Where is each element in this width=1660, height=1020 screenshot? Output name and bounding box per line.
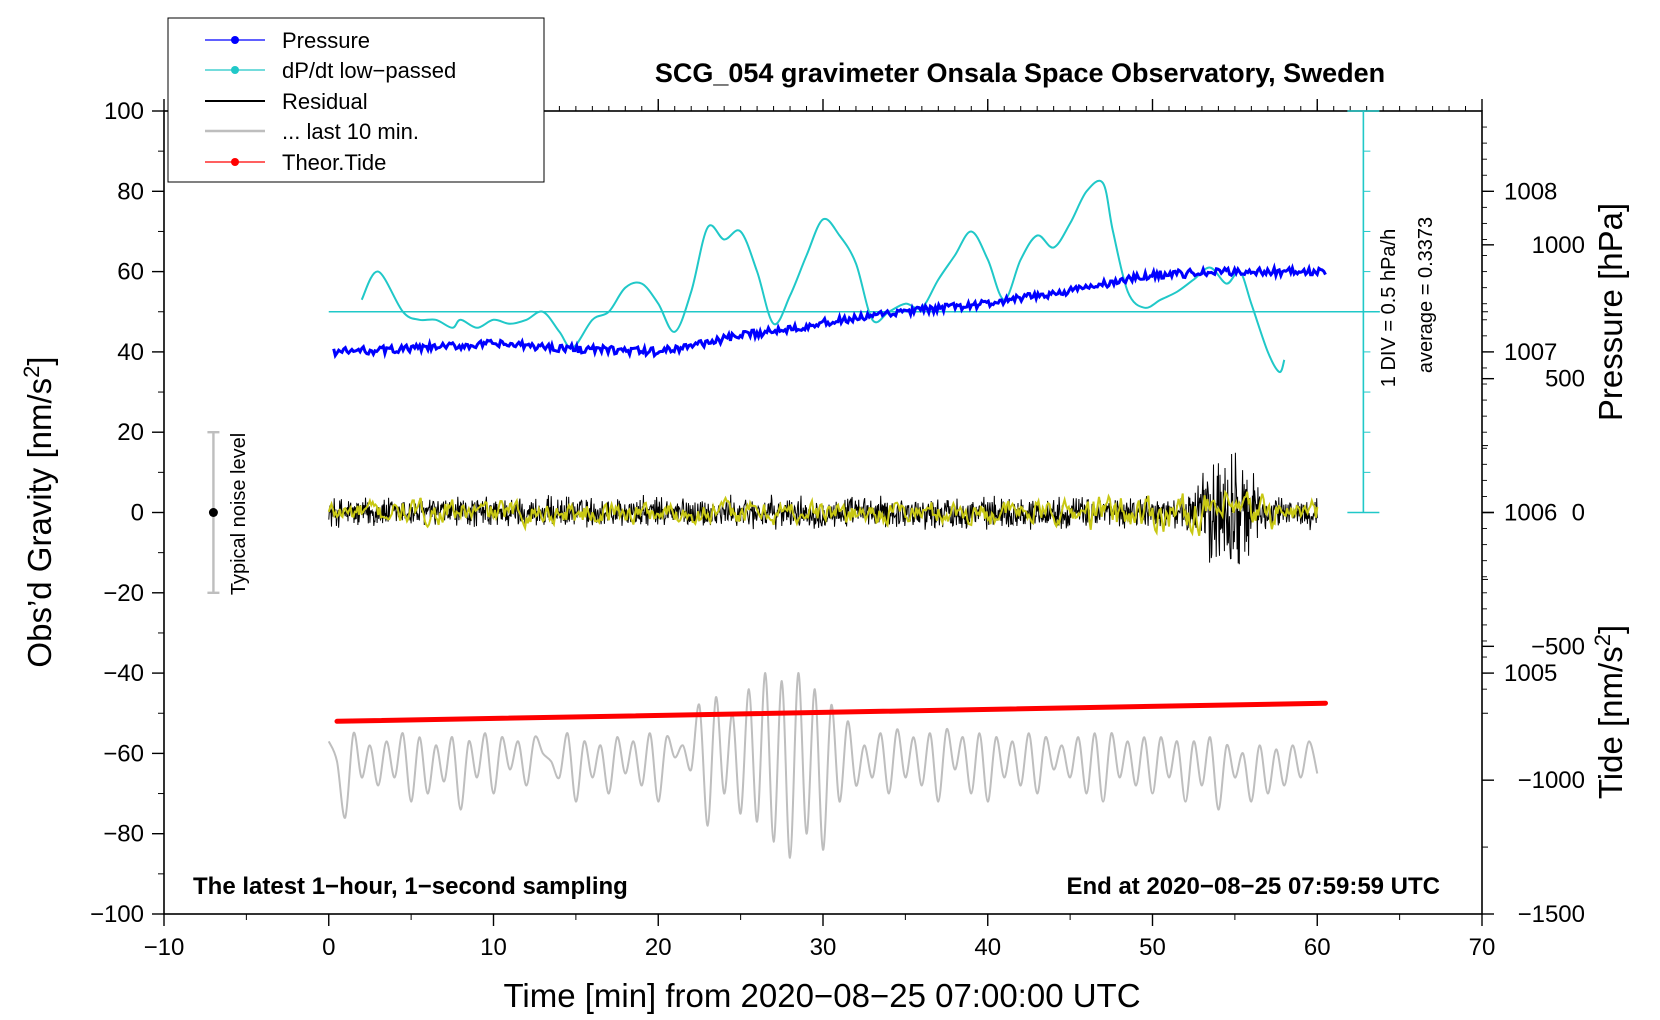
legend-label-last10: ... last 10 min.	[282, 119, 419, 144]
legend-marker-pressure	[231, 36, 239, 44]
x-tick-label: 30	[810, 934, 837, 961]
legend-item-tide: Theor.Tide	[205, 150, 386, 175]
note-left: The latest 1−hour, 1−second sampling	[193, 873, 628, 900]
pressure-tick-label: 1008	[1504, 178, 1557, 205]
legend-marker-dpdt	[231, 66, 239, 74]
series-pressure	[332, 262, 1327, 360]
axis-layer: −10 0 10 20 30 40 50 60 70100806040200−20−40−60−…	[90, 98, 1585, 961]
y-tick-label-left: −60	[103, 740, 144, 767]
tide-tick-label: −1500	[1518, 901, 1585, 928]
series-dpdt	[360, 179, 1286, 374]
y-tick-label-left: 100	[104, 98, 144, 125]
data-layer	[327, 179, 1380, 859]
x-tick-label: 50	[1139, 934, 1166, 961]
series-last10	[327, 672, 1319, 859]
average-label: average = 0.3373	[1415, 217, 1437, 373]
legend-label-residual: Residual	[282, 89, 368, 114]
y-axis-title-tide-main: Tide [nm/s	[1592, 646, 1629, 799]
tide-tick-label: 1000	[1532, 232, 1585, 259]
y-tick-label-left: 20	[117, 419, 144, 446]
y-tick-label-left: −40	[103, 660, 144, 687]
y-axis-title-left-end: ]	[21, 356, 58, 365]
x-tick-label: 20	[645, 934, 672, 961]
pressure-tick-label: 1005	[1504, 660, 1557, 687]
legend-marker-tide	[231, 158, 239, 166]
x-tick-label: −10	[144, 934, 185, 961]
x-tick-label: 0	[322, 934, 335, 961]
noise-label: Typical noise level	[228, 433, 250, 595]
y-axis-title-left: Obs’d Gravity [nm/s2]	[19, 356, 58, 667]
legend-label-pressure: Pressure	[282, 28, 370, 53]
y-axis-title-pressure: Pressure [hPa]	[1592, 203, 1629, 421]
note-right: End at 2020−08−25 07:59:59 UTC	[1066, 873, 1440, 900]
tide-tick-label: −500	[1531, 633, 1585, 660]
chart-title: SCG_054 gravimeter Onsala Space Observat…	[655, 58, 1385, 88]
legend: Pressure dP/dt low−passed Residual ... l…	[167, 17, 545, 183]
series-tide	[334, 700, 1328, 724]
legend-item-residual: Residual	[205, 89, 368, 114]
y-tick-label-left: 80	[117, 178, 144, 205]
x-tick-label: 40	[974, 934, 1001, 961]
y-tick-label-left: −100	[90, 901, 144, 928]
y-axis-title-left-main: Obs’d Gravity [nm/s	[21, 378, 58, 668]
pressure-tick-label: 1007	[1504, 339, 1557, 366]
x-tick-label: 70	[1469, 934, 1496, 961]
legend-item-dpdt: dP/dt low−passed	[205, 58, 456, 83]
y-tick-label-left: 0	[131, 500, 144, 527]
tide-tick-label: 500	[1545, 366, 1585, 393]
div-label: 1 DIV = 0.5 hPa/h	[1378, 229, 1400, 387]
series-residual-smoothed	[327, 489, 1319, 537]
y-axis-title-left-sup: 2	[19, 366, 44, 378]
tide-tick-label: −1000	[1518, 767, 1585, 794]
y-tick-label-left: −20	[103, 580, 144, 607]
x-axis-title: Time [min] from 2020−08−25 07:00:00 UTC	[503, 977, 1140, 1014]
legend-item-pressure: Pressure	[205, 28, 370, 53]
y-axis-title-tide-sup: 2	[1590, 634, 1615, 646]
noise-center-dot	[208, 508, 218, 517]
legend-label-dpdt: dP/dt low−passed	[282, 58, 456, 83]
y-tick-label-left: −80	[103, 821, 144, 848]
y-tick-label-left: 60	[117, 259, 144, 286]
y-axis-title-tide: Tide [nm/s2]	[1590, 625, 1629, 799]
legend-item-last10: ... last 10 min.	[205, 119, 419, 144]
x-tick-label: 60	[1304, 934, 1331, 961]
pressure-tick-label: 1006	[1504, 500, 1557, 527]
tide-tick-label: 0	[1572, 500, 1585, 527]
y-tick-label-left: 40	[117, 339, 144, 366]
y-axis-title-tide-end: ]	[1592, 625, 1629, 634]
legend-label-tide: Theor.Tide	[282, 150, 386, 175]
x-tick-label: 10	[480, 934, 507, 961]
